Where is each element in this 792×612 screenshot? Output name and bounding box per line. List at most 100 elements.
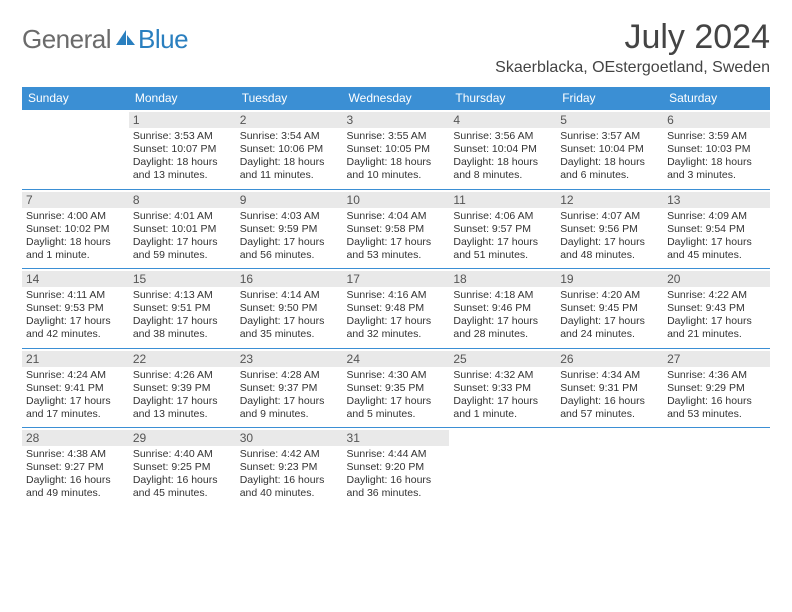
calendar-week-row: 28Sunrise: 4:38 AMSunset: 9:27 PMDayligh… [22,428,770,507]
weekday-header: Thursday [449,87,556,110]
daylight-text: Daylight: 17 hours and 9 minutes. [240,395,339,421]
calendar-day-cell: 31Sunrise: 4:44 AMSunset: 9:20 PMDayligh… [343,428,450,507]
daylight-text: Daylight: 16 hours and 53 minutes. [667,395,766,421]
sunset-text: Sunset: 9:48 PM [347,302,446,315]
sunrise-text: Sunrise: 4:04 AM [347,210,446,223]
daylight-text: Daylight: 18 hours and 1 minute. [26,236,125,262]
daylight-text: Daylight: 17 hours and 51 minutes. [453,236,552,262]
month-title: July 2024 [495,18,770,57]
calendar-day-cell: 1Sunrise: 3:53 AMSunset: 10:07 PMDayligh… [129,110,236,190]
day-details: Sunrise: 4:13 AMSunset: 9:51 PMDaylight:… [133,289,232,342]
sunset-text: Sunset: 10:04 PM [560,143,659,156]
daylight-text: Daylight: 17 hours and 48 minutes. [560,236,659,262]
sunrise-text: Sunrise: 3:53 AM [133,130,232,143]
day-number: 17 [343,271,450,287]
day-number: 14 [22,271,129,287]
daylight-text: Daylight: 18 hours and 3 minutes. [667,156,766,182]
sunrise-text: Sunrise: 4:24 AM [26,369,125,382]
sunset-text: Sunset: 9:54 PM [667,223,766,236]
day-number: 29 [129,430,236,446]
calendar-day-cell: 30Sunrise: 4:42 AMSunset: 9:23 PMDayligh… [236,428,343,507]
sunset-text: Sunset: 10:07 PM [133,143,232,156]
calendar-day-cell: 8Sunrise: 4:01 AMSunset: 10:01 PMDayligh… [129,189,236,269]
day-number: 27 [663,351,770,367]
day-details: Sunrise: 4:34 AMSunset: 9:31 PMDaylight:… [560,369,659,422]
day-number: 2 [236,112,343,128]
daylight-text: Daylight: 17 hours and 35 minutes. [240,315,339,341]
sunset-text: Sunset: 10:06 PM [240,143,339,156]
calendar-week-row: 21Sunrise: 4:24 AMSunset: 9:41 PMDayligh… [22,348,770,428]
sunset-text: Sunset: 9:33 PM [453,382,552,395]
sunrise-text: Sunrise: 3:57 AM [560,130,659,143]
day-details: Sunrise: 4:40 AMSunset: 9:25 PMDaylight:… [133,448,232,501]
day-number: 25 [449,351,556,367]
day-details: Sunrise: 4:28 AMSunset: 9:37 PMDaylight:… [240,369,339,422]
sunrise-text: Sunrise: 4:09 AM [667,210,766,223]
daylight-text: Daylight: 16 hours and 49 minutes. [26,474,125,500]
calendar-day-cell: 24Sunrise: 4:30 AMSunset: 9:35 PMDayligh… [343,348,450,428]
day-details: Sunrise: 4:07 AMSunset: 9:56 PMDaylight:… [560,210,659,263]
daylight-text: Daylight: 16 hours and 45 minutes. [133,474,232,500]
day-number: 5 [556,112,663,128]
calendar-day-cell: 19Sunrise: 4:20 AMSunset: 9:45 PMDayligh… [556,269,663,349]
sunrise-text: Sunrise: 4:20 AM [560,289,659,302]
sunrise-text: Sunrise: 4:28 AM [240,369,339,382]
calendar-day-cell: 10Sunrise: 4:04 AMSunset: 9:58 PMDayligh… [343,189,450,269]
day-number: 1 [129,112,236,128]
daylight-text: Daylight: 17 hours and 24 minutes. [560,315,659,341]
daylight-text: Daylight: 16 hours and 57 minutes. [560,395,659,421]
sunrise-text: Sunrise: 3:56 AM [453,130,552,143]
calendar-day-cell: 29 Sunrise: 4:40 AMSunset: 9:25 PMDayligh… [129,428,236,507]
calendar-day-cell: 25Sunrise: 4:32 AMSunset: 9:33 PMDayligh… [449,348,556,428]
sunset-text: Sunset: 9:37 PM [240,382,339,395]
calendar-day-cell: . [663,428,770,507]
title-block: July 2024 Skaerblacka, OEstergoetland, S… [495,18,770,77]
sunrise-text: Sunrise: 4:30 AM [347,369,446,382]
calendar-day-cell: 28Sunrise: 4:38 AMSunset: 9:27 PMDayligh… [22,428,129,507]
calendar-day-cell: 18Sunrise: 4:18 AMSunset: 9:46 PMDayligh… [449,269,556,349]
daylight-text: Daylight: 16 hours and 40 minutes. [240,474,339,500]
sunrise-text: Sunrise: 3:54 AM [240,130,339,143]
daylight-text: Daylight: 16 hours and 36 minutes. [347,474,446,500]
calendar-day-cell: 21Sunrise: 4:24 AMSunset: 9:41 PMDayligh… [22,348,129,428]
day-number: 10 [343,192,450,208]
daylight-text: Daylight: 17 hours and 45 minutes. [667,236,766,262]
sunrise-text: Sunrise: 4:00 AM [26,210,125,223]
day-details: Sunrise: 4:00 AMSunset: 10:02 PMDaylight… [26,210,125,263]
sunrise-text: Sunrise: 4:13 AM [133,289,232,302]
day-details: Sunrise: 4:42 AMSunset: 9:23 PMDaylight:… [240,448,339,501]
day-number: 26 [556,351,663,367]
day-number: 12 [556,192,663,208]
day-details: Sunrise: 3:57 AMSunset: 10:04 PMDaylight… [560,130,659,183]
weekday-header: Saturday [663,87,770,110]
logo-text-general: General [22,24,111,55]
sunrise-text: Sunrise: 4:42 AM [240,448,339,461]
logo-sail-icon [114,27,136,52]
sunset-text: Sunset: 9:58 PM [347,223,446,236]
weekday-header: Monday [129,87,236,110]
calendar-week-row: 14Sunrise: 4:11 AMSunset: 9:53 PMDayligh… [22,269,770,349]
daylight-text: Daylight: 17 hours and 5 minutes. [347,395,446,421]
sunset-text: Sunset: 9:50 PM [240,302,339,315]
sunset-text: Sunset: 9:27 PM [26,461,125,474]
calendar-day-cell: 2 Sunrise: 3:54 AMSunset: 10:06 PMDayligh… [236,110,343,190]
sunset-text: Sunset: 9:39 PM [133,382,232,395]
day-number: 15 [129,271,236,287]
sunrise-text: Sunrise: 3:55 AM [347,130,446,143]
calendar-day-cell: 23Sunrise: 4:28 AMSunset: 9:37 PMDayligh… [236,348,343,428]
calendar-day-cell: 26 Sunrise: 4:34 AMSunset: 9:31 PMDayligh… [556,348,663,428]
day-details: Sunrise: 3:59 AMSunset: 10:03 PMDaylight… [667,130,766,183]
day-details: Sunrise: 4:06 AMSunset: 9:57 PMDaylight:… [453,210,552,263]
sunrise-text: Sunrise: 4:14 AM [240,289,339,302]
day-number: 21 [22,351,129,367]
day-number: 24 [343,351,450,367]
daylight-text: Daylight: 18 hours and 10 minutes. [347,156,446,182]
sunrise-text: Sunrise: 4:34 AM [560,369,659,382]
day-number: 3 [343,112,450,128]
sunset-text: Sunset: 9:23 PM [240,461,339,474]
logo: General Blue [22,18,188,55]
calendar-table: SundayMondayTuesdayWednesdayThursdayFrid… [22,87,770,507]
daylight-text: Daylight: 18 hours and 11 minutes. [240,156,339,182]
day-number: 18 [449,271,556,287]
sunset-text: Sunset: 10:02 PM [26,223,125,236]
